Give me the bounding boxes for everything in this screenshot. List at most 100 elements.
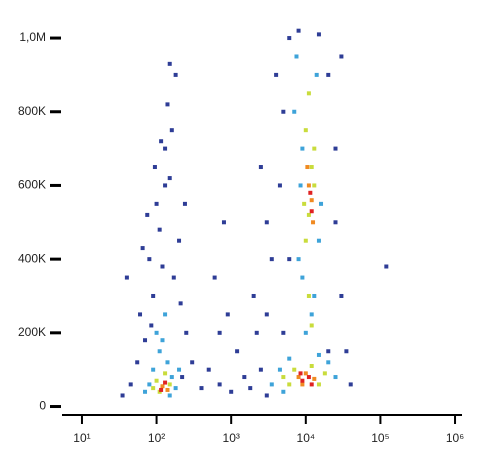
point [264, 393, 269, 398]
point [154, 201, 159, 206]
point [300, 275, 305, 280]
point [309, 165, 314, 170]
point [344, 349, 349, 354]
point [333, 220, 338, 225]
point [169, 375, 174, 380]
point [135, 360, 140, 365]
point [303, 238, 308, 243]
point [333, 146, 338, 151]
point [281, 109, 286, 114]
y-tick-label: 800K [18, 104, 46, 118]
point [163, 380, 168, 385]
point [190, 360, 195, 365]
point [251, 293, 256, 298]
point [311, 220, 316, 225]
point [138, 312, 143, 317]
point [292, 367, 297, 372]
point [182, 201, 187, 206]
point [312, 293, 317, 298]
point [281, 389, 286, 394]
point [160, 384, 165, 389]
point [167, 61, 172, 66]
point [169, 128, 174, 133]
point [151, 386, 156, 391]
point [128, 382, 133, 387]
point [264, 220, 269, 225]
point [339, 293, 344, 298]
point [165, 102, 170, 107]
point [287, 257, 292, 262]
point [269, 257, 274, 262]
point [177, 367, 182, 372]
point [312, 183, 317, 188]
point [235, 349, 240, 354]
point [292, 109, 297, 114]
point [303, 371, 308, 376]
point [309, 209, 314, 214]
point [306, 91, 311, 96]
point [163, 146, 168, 151]
point [281, 330, 286, 335]
point [306, 375, 311, 380]
point [306, 293, 311, 298]
point [217, 382, 222, 387]
point [287, 382, 292, 387]
point [303, 330, 308, 335]
point [160, 264, 165, 269]
point [163, 371, 168, 376]
point [149, 323, 154, 328]
point [258, 367, 263, 372]
x-tick-label: 10³ [223, 431, 240, 445]
point [300, 378, 305, 383]
point [277, 367, 282, 372]
x-tick-label: 10⁵ [371, 431, 389, 445]
point [157, 349, 162, 354]
point [165, 360, 170, 365]
point [124, 275, 129, 280]
point [140, 246, 145, 251]
point [309, 382, 314, 387]
point [248, 386, 253, 391]
point [326, 360, 331, 365]
point [154, 330, 159, 335]
point [206, 367, 211, 372]
point [298, 183, 303, 188]
point [309, 323, 314, 328]
point [229, 389, 234, 394]
point [274, 72, 279, 77]
point [221, 220, 226, 225]
point [309, 363, 314, 368]
point [314, 72, 319, 77]
point [305, 165, 310, 170]
point [199, 386, 204, 391]
point [173, 72, 178, 77]
point [173, 386, 178, 391]
point [316, 352, 321, 357]
y-tick-label: 200K [18, 325, 46, 339]
point [171, 275, 176, 280]
point [300, 382, 305, 387]
point [167, 176, 172, 181]
y-tick-label: 600K [18, 178, 46, 192]
point [326, 72, 331, 77]
point [145, 212, 150, 217]
point [120, 393, 125, 398]
point [163, 312, 168, 317]
point [269, 382, 274, 387]
point [333, 375, 338, 380]
point [143, 389, 148, 394]
point [277, 183, 282, 188]
point [294, 54, 299, 59]
point [322, 371, 327, 376]
point [300, 146, 305, 151]
point [281, 375, 286, 380]
point [254, 330, 259, 335]
x-tick-label: 10¹ [73, 431, 90, 445]
point [316, 238, 321, 243]
y-tick-label: 0 [39, 399, 46, 413]
point [159, 387, 164, 392]
point [147, 382, 152, 387]
point [152, 165, 157, 170]
point [302, 201, 307, 206]
